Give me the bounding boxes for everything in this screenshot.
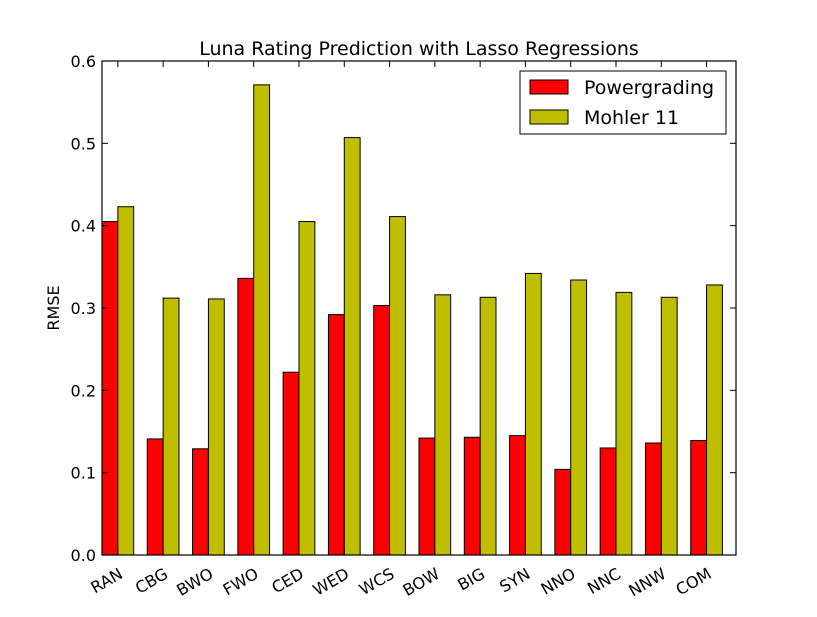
bar-powergrading-wcs — [373, 305, 391, 556]
y-tick-label-1: 0.1 — [71, 464, 96, 483]
bar-powergrading-nno — [554, 468, 572, 556]
bar-powergrading-com — [690, 440, 708, 556]
bar-powergrading-syn — [509, 435, 526, 556]
bar-powergrading-big — [463, 436, 481, 556]
bar-powergrading-cbg — [146, 438, 164, 556]
bar-powergrading-bow — [418, 437, 436, 556]
y-tick-label-0: 0.0 — [71, 546, 96, 565]
bar-mohler-11-bow — [434, 294, 452, 556]
bar-powergrading-bwo — [192, 448, 209, 556]
bar-mohler-11-wed — [343, 137, 361, 556]
x-tick-label-big: BIG — [454, 564, 488, 595]
bar-mohler-11-cbg — [162, 297, 180, 556]
bar-powergrading-nnc — [599, 447, 617, 556]
y-tick-label-2: 0.2 — [71, 381, 96, 400]
bars-group — [101, 84, 723, 556]
y-tick-label-4: 0.4 — [71, 217, 96, 236]
chart-title: Luna Rating Prediction with Lasso Regres… — [199, 38, 639, 60]
legend-swatch-powergrading — [529, 79, 569, 95]
x-tick-label-fwo: FWO — [220, 564, 262, 599]
x-tick-label-bwo: BWO — [173, 564, 216, 600]
bar-powergrading-ran — [101, 221, 119, 556]
y-tick-label-5: 0.5 — [71, 134, 96, 153]
bar-mohler-11-nno — [570, 279, 588, 556]
x-tick-label-nno: NNO — [538, 564, 579, 599]
y-axis-label: RMSE — [44, 285, 63, 330]
legend-swatch-mohler-11 — [529, 109, 569, 125]
x-tick-label-nnw: NNW — [625, 564, 669, 600]
bar-mohler-11-big — [479, 296, 497, 556]
bar-powergrading-ced — [282, 371, 300, 556]
x-tick-label-cbg: CBG — [132, 564, 171, 598]
x-tick-label-ced: CED — [268, 564, 307, 597]
bar-mohler-11-nnw — [660, 296, 678, 556]
x-tick-label-com: COM — [673, 564, 715, 599]
bar-powergrading-fwo — [237, 277, 255, 556]
legend-label-mohler-11: Mohler 11 — [584, 107, 679, 129]
bar-mohler-11-wcs — [389, 216, 406, 556]
x-tick-label-nnc: NNC — [584, 564, 624, 598]
x-tick-label-wed: WED — [310, 564, 353, 600]
x-tick-label-bow: BOW — [399, 564, 443, 600]
legend-label-powergrading: Powergrading — [584, 77, 714, 99]
y-tick-label-6: 0.6 — [71, 52, 96, 71]
bar-mohler-11-ced — [298, 221, 316, 556]
y-tick-label-3: 0.3 — [71, 299, 96, 318]
bar-mohler-11-bwo — [207, 298, 225, 556]
legend: Powergrading Mohler 11 — [519, 70, 727, 135]
bar-mohler-11-ran — [117, 206, 135, 556]
x-tick-label-ran: RAN — [87, 564, 125, 597]
plot-frame — [101, 60, 737, 556]
bar-powergrading-nnw — [644, 442, 662, 556]
bar-mohler-11-com — [706, 284, 723, 556]
x-tick-label-wcs: WCS — [356, 564, 398, 599]
bar-mohler-11-nnc — [615, 291, 633, 556]
bar-mohler-11-syn — [524, 272, 542, 556]
x-tick-label-syn: SYN — [496, 564, 533, 596]
bar-mohler-11-fwo — [253, 84, 271, 556]
bar-powergrading-wed — [327, 314, 345, 556]
